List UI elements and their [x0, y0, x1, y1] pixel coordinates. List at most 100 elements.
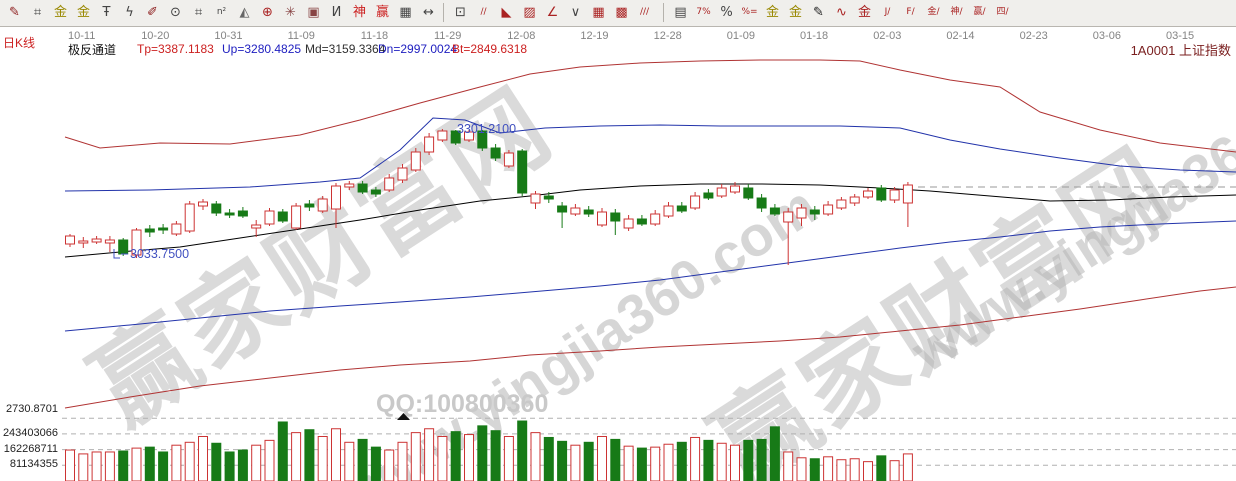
gold-plain-icon[interactable]: 金 — [853, 1, 876, 24]
sail-flag-icon[interactable]: ◭ — [233, 1, 256, 24]
volume-bar — [437, 435, 448, 481]
volume-bar — [198, 435, 208, 481]
watermark-qq: QQ:100800360 — [376, 390, 549, 418]
k-wave-icon[interactable]: И — [325, 1, 348, 24]
volume-bar — [65, 449, 75, 481]
j-slant-icon[interactable]: J/ — [876, 1, 899, 24]
grid-box-b-icon[interactable]: ▩ — [610, 1, 633, 24]
candle-body — [583, 209, 594, 215]
candle-body — [823, 204, 834, 215]
volume-bar — [743, 439, 754, 481]
seven-percent-icon[interactable]: 7% — [692, 1, 715, 24]
date-label: 12-08 — [507, 30, 536, 42]
candle-body — [104, 239, 115, 244]
toolbar-separator — [663, 3, 664, 22]
volume-bar — [676, 441, 687, 481]
n-squared-icon[interactable]: n² — [210, 1, 233, 24]
symbol-label[interactable]: 1A0001 上证指数 — [1130, 43, 1231, 58]
gold-circle-icon[interactable]: 金 — [761, 1, 784, 24]
shen-tool-icon[interactable]: 神 — [348, 1, 371, 24]
volume-bar — [211, 442, 222, 481]
volume-bar — [823, 456, 834, 481]
date-label: 03-06 — [1092, 30, 1121, 42]
date-label: 01-18 — [800, 30, 829, 42]
ray-fan-icon[interactable]: // — [472, 1, 495, 24]
candle-body — [530, 193, 541, 204]
fan-polygon-icon[interactable]: ◣ — [495, 1, 518, 24]
ladder-levels-icon[interactable]: ▤ — [669, 1, 692, 24]
volume-bar — [503, 435, 514, 481]
price-axis-label: 2730.8701 — [6, 403, 58, 415]
comb-grid-icon[interactable]: ⌗ — [26, 1, 49, 24]
f-slant-icon[interactable]: F/ — [899, 1, 922, 24]
volume-bar — [104, 451, 115, 481]
ying-tool-icon[interactable]: 赢 — [371, 1, 394, 24]
candle-body — [331, 185, 341, 210]
box-anchor-icon[interactable]: ⊡ — [449, 1, 472, 24]
volume-bar — [331, 428, 341, 481]
f-tool-icon[interactable]: Ŧ — [95, 1, 118, 24]
candle-body — [65, 235, 75, 245]
shen-slant-icon[interactable]: 神/ — [945, 1, 968, 24]
candle-body — [184, 203, 195, 232]
pen-ruler-icon[interactable]: ✐ — [141, 1, 164, 24]
volume-bar — [703, 439, 714, 481]
candle-body — [676, 205, 687, 212]
ink-pen-icon[interactable]: ✎ — [807, 1, 830, 24]
candle-body — [756, 197, 767, 209]
crosshair-target-icon[interactable]: ⊕ — [256, 1, 279, 24]
volume-bar — [450, 431, 461, 481]
percent-line-icon[interactable]: %= — [738, 1, 761, 24]
candle-body — [251, 224, 262, 229]
fan-square-icon[interactable]: ▨ — [518, 1, 541, 24]
percent-icon[interactable]: % — [715, 1, 738, 24]
candle-body — [397, 167, 408, 181]
volume-bar — [304, 429, 315, 481]
four-slant-icon[interactable]: 四/ — [991, 1, 1014, 24]
h-spacing-icon[interactable]: ↔ — [417, 1, 440, 24]
volume-bar — [756, 438, 767, 481]
grid-box-a-icon[interactable]: ▦ — [587, 1, 610, 24]
indicator-name[interactable]: 极反通道 — [68, 43, 117, 57]
candle-body — [384, 177, 395, 191]
channel-line-up — [64, 117, 1236, 192]
pen-brush-icon[interactable]: ✎ — [3, 1, 26, 24]
candle-body — [876, 187, 887, 201]
comb-grid-2-icon[interactable]: ⌗ — [187, 1, 210, 24]
candle-body — [517, 150, 528, 194]
volume-bar — [849, 458, 860, 481]
date-label: 03-15 — [1166, 30, 1195, 42]
candle-body — [730, 185, 740, 193]
low-annotation: 3033.7500 — [130, 247, 189, 261]
kline-period-label[interactable]: 日K线 — [3, 36, 36, 50]
volume-bar — [543, 436, 554, 481]
ying-slant-icon[interactable]: 赢/ — [968, 1, 991, 24]
date-label: 10-20 — [141, 30, 170, 42]
angle-fan-icon[interactable]: ∠ — [541, 1, 564, 24]
volume-bar — [171, 444, 182, 481]
v-lines-icon[interactable]: ∨ — [564, 1, 587, 24]
wave-sine-icon[interactable]: ∿ — [830, 1, 853, 24]
volume-bar — [889, 460, 900, 481]
volume-bar — [251, 444, 262, 481]
volume-bar — [583, 441, 594, 481]
gold-levels-icon[interactable]: 金 — [784, 1, 807, 24]
ruler-tool-icon[interactable]: ▦ — [394, 1, 417, 24]
gann-gold-a-icon[interactable]: 金 — [49, 1, 72, 24]
volume-bar — [384, 449, 395, 481]
gold-slant-icon[interactable]: 金/ — [922, 1, 945, 24]
square-target-icon[interactable]: ▣ — [302, 1, 325, 24]
slant-lines-icon[interactable]: /// — [633, 1, 656, 24]
curl-tool-icon[interactable]: ϟ — [118, 1, 141, 24]
gann-gold-b-icon[interactable]: 金 — [72, 1, 95, 24]
clock-cycle-icon[interactable]: ⊙ — [164, 1, 187, 24]
candle-body — [769, 207, 780, 215]
volume-bar — [264, 439, 275, 481]
star-target-icon[interactable]: ✳ — [279, 1, 302, 24]
indicator-field: Dn=2997.0024 — [378, 42, 458, 56]
candle-body — [703, 192, 714, 199]
channel-line-dn — [64, 220, 1236, 332]
